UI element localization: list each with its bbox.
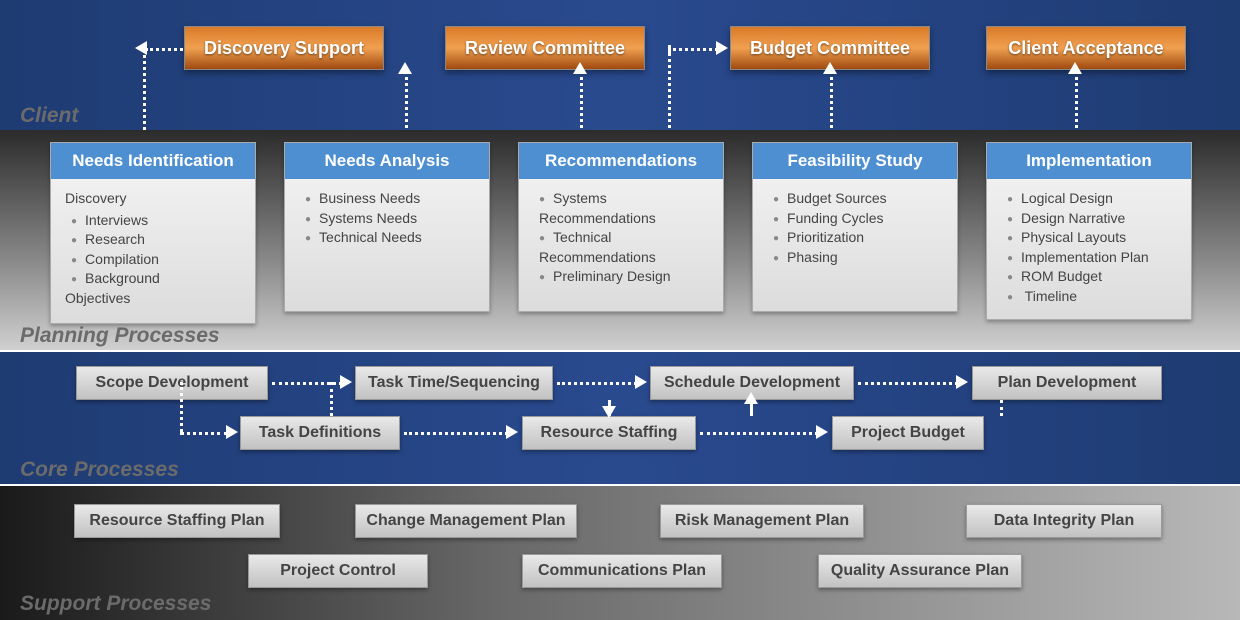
review-committee: Review Committee [445,26,645,70]
arrowhead-icon [135,41,147,55]
arrowhead-icon [635,375,647,389]
project-control: Project Control [248,554,428,588]
data-integrity-plan: Data Integrity Plan [966,504,1162,538]
needs-analysis-card: Needs AnalysisBusiness NeedsSystems Need… [284,142,490,312]
feasibility-study-title: Feasibility Study [753,143,957,179]
implementation-card: ImplementationLogical DesignDesign Narra… [986,142,1192,320]
needs-identification-card: Needs IdentificationDiscoveryInterviewsR… [50,142,256,324]
planning-label: Planning Processes [20,324,220,348]
arrowhead-icon [602,406,616,418]
support-label: Support Processes [20,592,211,616]
arrowhead-icon [744,392,758,404]
needs-identification-body: DiscoveryInterviewsResearchCompilationBa… [51,179,255,323]
project-budget: Project Budget [832,416,984,450]
recommendations-title: Recommendations [519,143,723,179]
discovery-support: Discovery Support [184,26,384,70]
recommendations-body: Systems RecommendationsTechnical Recomme… [519,179,723,311]
feasibility-study-body: Budget SourcesFunding CyclesPrioritizati… [753,179,957,311]
implementation-title: Implementation [987,143,1191,179]
task-definitions: Task Definitions [240,416,400,450]
arrowhead-icon [573,62,587,74]
core-label: Core Processes [20,458,179,482]
arrowhead-icon [1068,62,1082,74]
arrowhead-icon [716,41,728,55]
arrowhead-icon [398,62,412,74]
arrowhead-icon [506,425,518,439]
resource-staffing-plan: Resource Staffing Plan [74,504,280,538]
resource-staffing: Resource Staffing [522,416,696,450]
plan-development: Plan Development [972,366,1162,400]
arrowhead-icon [956,375,968,389]
arrowhead-icon [226,425,238,439]
arrowhead-icon [340,375,352,389]
needs-analysis-body: Business NeedsSystems NeedsTechnical Nee… [285,179,489,311]
communications-plan: Communications Plan [522,554,722,588]
scope-development: Scope Development [76,366,268,400]
needs-identification-title: Needs Identification [51,143,255,179]
task-time-sequencing: Task Time/Sequencing [355,366,553,400]
arrowhead-icon [816,425,828,439]
needs-analysis-title: Needs Analysis [285,143,489,179]
client-acceptance: Client Acceptance [986,26,1186,70]
client-label: Client [20,104,78,128]
feasibility-study-card: Feasibility StudyBudget SourcesFunding C… [752,142,958,312]
quality-assurance-plan: Quality Assurance Plan [818,554,1022,588]
change-management-plan: Change Management Plan [355,504,577,538]
implementation-body: Logical DesignDesign NarrativePhysical L… [987,179,1191,319]
risk-management-plan: Risk Management Plan [660,504,864,538]
recommendations-card: RecommendationsSystems RecommendationsTe… [518,142,724,312]
arrowhead-icon [823,62,837,74]
